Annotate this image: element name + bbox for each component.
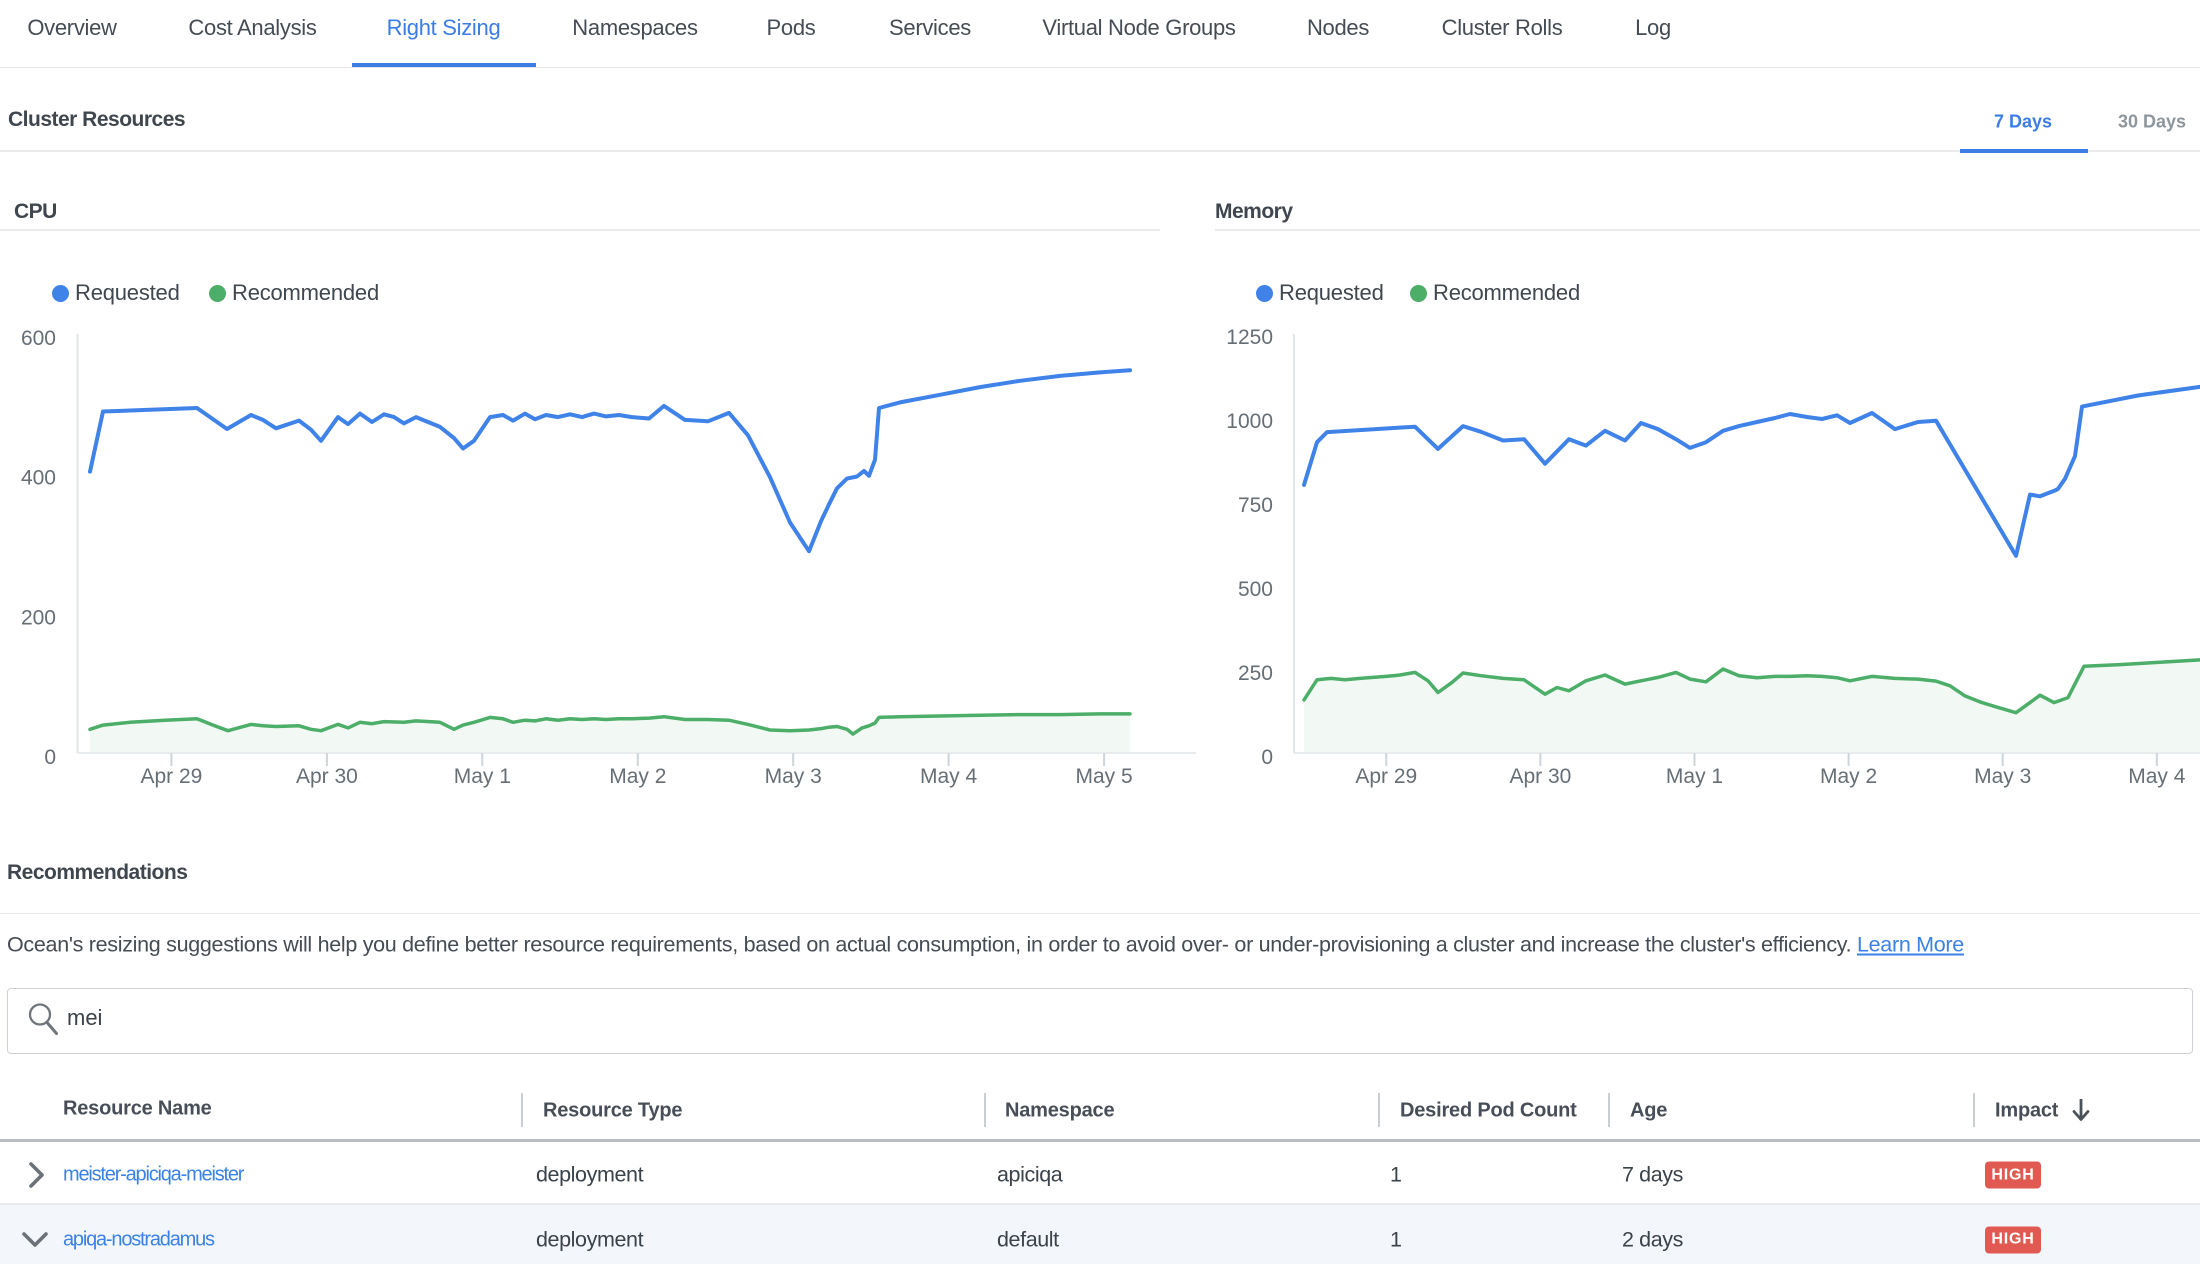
svg-text:May 1: May 1 — [1666, 765, 1723, 788]
svg-text:May 3: May 3 — [765, 765, 822, 788]
svg-text:May 4: May 4 — [920, 765, 978, 788]
svg-text:250: 250 — [1238, 662, 1273, 685]
svg-text:500: 500 — [1238, 578, 1273, 601]
svg-text:1000: 1000 — [1226, 410, 1273, 433]
svg-text:400: 400 — [21, 467, 56, 490]
svg-text:Apr 29: Apr 29 — [1355, 765, 1417, 788]
svg-text:Apr 30: Apr 30 — [296, 765, 358, 788]
svg-text:May 3: May 3 — [1974, 765, 2031, 788]
svg-text:750: 750 — [1238, 494, 1273, 517]
svg-text:May 2: May 2 — [609, 765, 666, 788]
svg-text:1250: 1250 — [1226, 326, 1273, 349]
svg-text:600: 600 — [21, 327, 56, 350]
svg-text:0: 0 — [44, 746, 56, 769]
svg-text:Apr 29: Apr 29 — [140, 765, 202, 788]
svg-text:Apr 30: Apr 30 — [1509, 765, 1571, 788]
svg-text:May 1: May 1 — [454, 765, 511, 788]
svg-text:May 2: May 2 — [1820, 765, 1877, 788]
svg-text:May 5: May 5 — [1076, 765, 1133, 788]
svg-text:200: 200 — [21, 606, 56, 629]
svg-text:0: 0 — [1261, 746, 1273, 769]
svg-text:May 4: May 4 — [2128, 765, 2186, 788]
